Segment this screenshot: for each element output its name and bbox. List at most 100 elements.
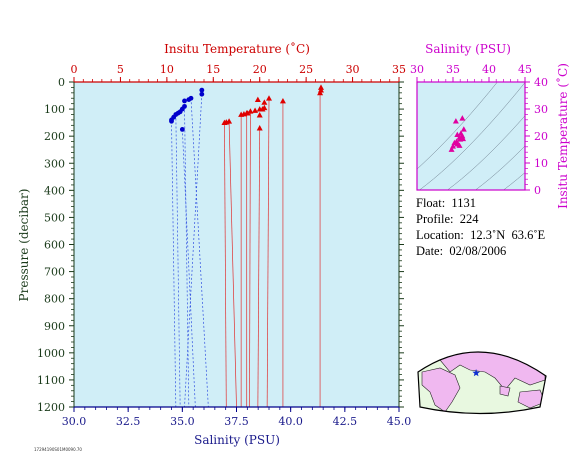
x-bottom-tick-label: 35.0	[170, 415, 195, 428]
ts-y-tick-label: 30	[534, 103, 548, 116]
ts-density-contour	[419, 82, 525, 190]
ts-point	[456, 142, 463, 148]
y-tick-label: 300	[44, 157, 65, 170]
ts-right-axis-title: Insitu Temperature (˚C)	[555, 63, 570, 209]
y-tick-label: 1000	[37, 347, 65, 360]
temperature-point	[261, 99, 268, 105]
x-top-tick-label: 5	[117, 63, 124, 76]
ts-density-contour	[517, 70, 587, 200]
temperature-point	[318, 84, 324, 90]
x-top-tick-label: 10	[160, 63, 174, 76]
y-tick-label: 500	[44, 211, 65, 224]
ts-point	[460, 135, 467, 142]
map-land	[421, 367, 461, 413]
temperature-point	[221, 119, 228, 126]
profile-location: Location: 12.3˚N 63.6˚E	[416, 228, 546, 242]
temperature-profile-line	[266, 98, 270, 407]
profile-plot-area	[74, 82, 399, 407]
temperature-point	[252, 107, 259, 113]
x-bottom-tick-label: 32.5	[116, 415, 141, 428]
map-border	[417, 351, 547, 415]
ts-density-contours	[417, 70, 587, 200]
y-tick-label: 400	[44, 184, 65, 197]
x-bottom-tick-label: 45.0	[387, 415, 412, 428]
temperature-point	[256, 112, 263, 118]
footer-code: 17294190S01M0090.70	[34, 447, 82, 452]
temperature-point	[238, 111, 245, 117]
salinity-point	[182, 98, 187, 104]
ts-plot-area	[417, 82, 525, 190]
ts-x-tick-label: 30	[410, 63, 424, 76]
ts-top-axis-title: Salinity (PSU)	[425, 42, 511, 56]
x-top-tick-label: 35	[392, 63, 406, 76]
x-bottom-tick-label: 30.0	[62, 415, 87, 428]
ts-x-tick-label: 35	[446, 63, 460, 76]
temperature-profile-line	[249, 111, 251, 407]
temperature-profile-line	[224, 122, 227, 407]
ts-y-tick-label: 10	[534, 157, 548, 170]
ts-point	[451, 139, 458, 146]
bottom-axis-title: Salinity (PSU)	[194, 433, 280, 447]
y-tick-label: 600	[44, 239, 65, 252]
x-bottom-tick-label: 37.5	[224, 415, 249, 428]
ts-x-tick-label: 40	[482, 63, 496, 76]
map-land	[517, 389, 546, 409]
ts-density-contour	[417, 82, 498, 170]
salinity-point	[169, 118, 174, 124]
salinity-profile-line	[190, 98, 209, 407]
salinity-profile-line	[184, 94, 203, 407]
ts-x-tick-label: 45	[518, 63, 532, 76]
x-top-tick-label: 30	[346, 63, 360, 76]
salinity-point	[186, 97, 192, 103]
temperature-profile-line	[257, 128, 261, 407]
profile-axes: 0100200300400500600700800900100011001200…	[37, 63, 411, 428]
map-land	[499, 385, 511, 397]
float-location-marker	[472, 369, 480, 377]
ts-density-contour	[475, 145, 525, 190]
salinity-point	[199, 87, 205, 93]
salinity-point	[199, 91, 205, 97]
ts-point	[448, 146, 455, 152]
left-axis-title: Pressure (decibar)	[17, 189, 31, 302]
x-top-tick-label: 0	[71, 63, 78, 76]
y-tick-label: 700	[44, 266, 65, 279]
salinity-point	[179, 126, 185, 132]
x-top-tick-label: 20	[253, 63, 267, 76]
ts-y-tick-label: 0	[534, 184, 541, 197]
x-top-tick-label: 15	[206, 63, 220, 76]
y-tick-label: 1100	[37, 374, 65, 387]
profile-points	[169, 84, 324, 132]
ts-point	[460, 126, 467, 132]
y-tick-label: 100	[44, 103, 65, 116]
temperature-point	[279, 97, 286, 104]
x-bottom-tick-label: 40.0	[278, 415, 303, 428]
temperature-profile-line	[228, 121, 237, 407]
ts-density-contour	[447, 115, 525, 190]
ts-points	[448, 115, 467, 152]
profile-number: Profile: 224	[416, 212, 479, 226]
temperature-point	[317, 89, 324, 96]
y-tick-label: 900	[44, 320, 65, 333]
ts-y-tick-label: 40	[534, 76, 548, 89]
float-number: Float: 1131	[416, 196, 476, 210]
ts-point	[459, 115, 466, 121]
profile-date: Date: 02/08/2006	[416, 244, 507, 258]
y-tick-label: 1200	[37, 401, 65, 414]
ts-point	[454, 131, 461, 138]
temperature-point	[266, 95, 272, 101]
temperature-point	[256, 125, 263, 131]
temperature-point	[254, 96, 261, 103]
temperature-point	[247, 108, 254, 114]
x-bottom-tick-label: 42.5	[333, 415, 358, 428]
x-top-tick-label: 25	[299, 63, 313, 76]
ts-point	[452, 118, 459, 124]
y-tick-label: 0	[58, 76, 65, 89]
salinity-profile-line	[175, 114, 181, 407]
profile-lines	[171, 92, 321, 407]
ts-y-tick-label: 20	[534, 130, 548, 143]
y-tick-label: 800	[44, 293, 65, 306]
location-map	[417, 351, 547, 415]
y-tick-label: 200	[44, 130, 65, 143]
